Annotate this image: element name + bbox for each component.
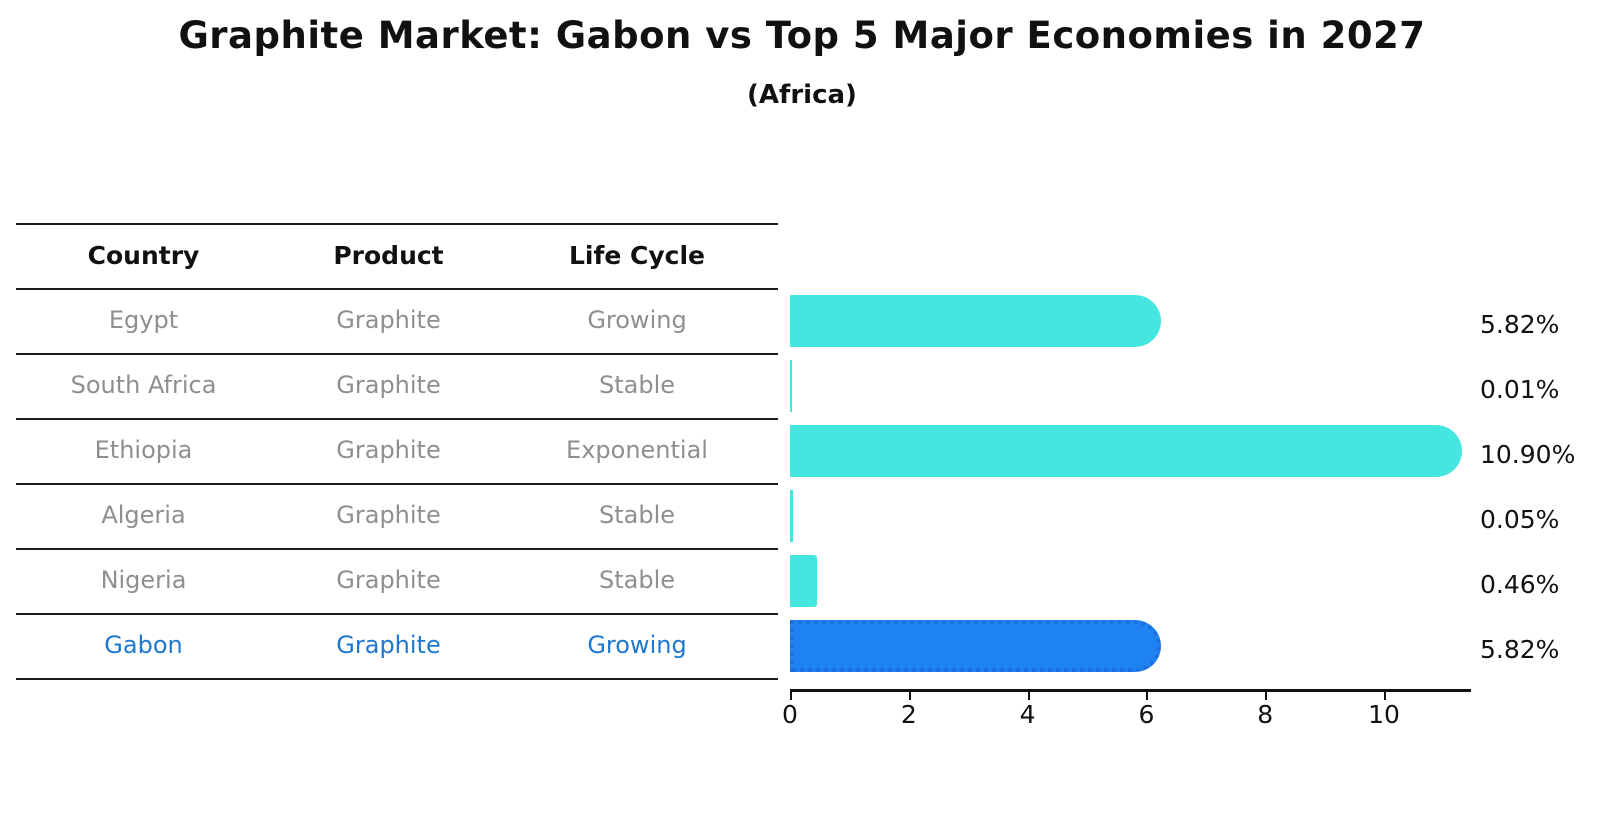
cell-product: Graphite [336,436,441,464]
x-axis-tick-label: 0 [782,700,798,729]
cell-product: Graphite [336,371,441,399]
cell-country: Gabon [104,631,183,659]
cell-lifecycle: Growing [587,306,687,334]
bar [790,359,792,412]
x-axis-tick [790,691,792,700]
x-axis-tick-label: 6 [1138,700,1155,729]
x-axis-tick [1265,691,1268,700]
value-label: 5.82% [1480,635,1560,664]
value-label: 0.01% [1480,375,1560,404]
cell-country: Egypt [108,306,179,334]
value-label: 0.46% [1480,570,1560,599]
table-divider [16,223,778,225]
table-header-row: Country Product Life Cycle [0,223,778,288]
cell-product: Graphite [336,566,441,594]
value-label: 5.82% [1480,310,1560,339]
table-row: Ethiopia Graphite Exponential [0,418,778,483]
cell-lifecycle: Stable [598,501,676,529]
table-row: Egypt Graphite Growing [0,288,778,353]
x-axis-tick-label: 10 [1368,700,1400,729]
table-row: Nigeria Graphite Stable [0,548,778,613]
x-axis-tick [1146,691,1149,700]
table-header-lifecycle: Life Cycle [568,241,706,270]
table-divider [16,353,778,355]
table-header-country: Country [87,241,200,270]
cell-country: South Africa [70,371,217,399]
cell-lifecycle: Stable [598,371,676,399]
table-row-highlighted: Gabon Graphite Growing [0,613,778,678]
cell-product: Graphite [336,631,441,659]
bar-highlighted [790,619,1161,672]
x-axis-line [790,689,1471,692]
table-divider [16,288,778,290]
x-axis-tick-label: 2 [900,700,917,729]
cell-product: Graphite [336,306,441,334]
cell-lifecycle: Exponential [566,436,708,464]
chart-title: Graphite Market: Gabon vs Top 5 Major Ec… [178,14,1426,57]
table-divider [16,613,778,615]
table-row: Algeria Graphite Stable [0,483,778,548]
cell-country: Algeria [101,501,186,529]
cell-country: Nigeria [100,566,187,594]
cell-lifecycle: Growing [587,631,687,659]
bar [790,489,793,542]
x-axis-tick-label: 8 [1257,700,1274,729]
cell-product: Graphite [336,501,441,529]
bar [790,424,1463,477]
value-label: 10.90% [1480,440,1576,469]
table-divider [16,678,778,680]
bar [790,294,1161,347]
cell-lifecycle: Stable [598,566,676,594]
chart-subtitle: (Africa) [747,80,857,110]
x-axis-tick [1384,691,1386,700]
value-label: 0.05% [1480,505,1560,534]
table-divider [16,418,778,420]
x-axis-tick [1027,691,1030,700]
x-axis-tick-label: 4 [1019,700,1036,729]
table-divider [16,548,778,550]
bar [790,554,818,607]
table-row: South Africa Graphite Stable [0,353,778,418]
table-header-product: Product [333,241,444,270]
cell-country: Ethiopia [94,436,193,464]
table-divider [16,483,778,485]
x-axis-tick [908,691,911,700]
